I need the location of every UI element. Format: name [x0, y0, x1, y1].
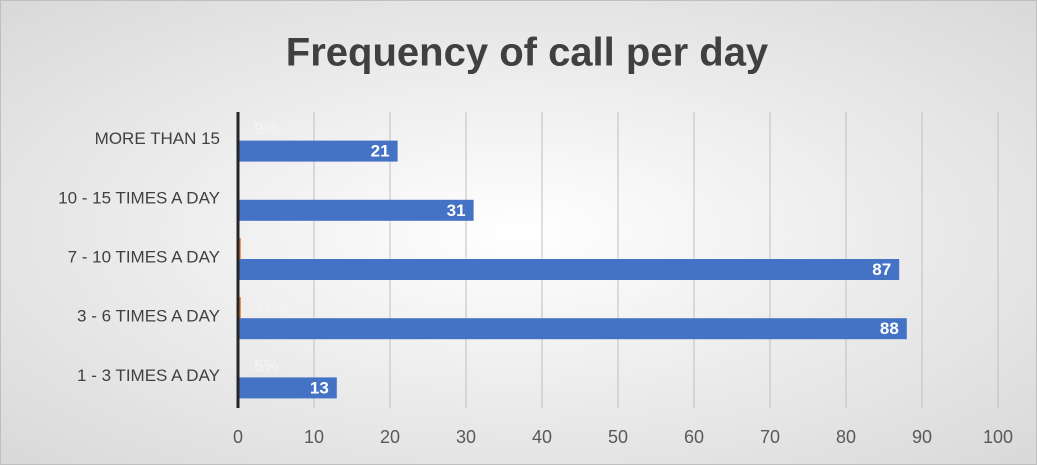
- y-tick-label: 7 - 10 TIMES A DAY: [68, 247, 220, 266]
- x-tick-label: 60: [684, 427, 704, 447]
- data-label: 37%: [254, 297, 288, 316]
- bar: [238, 377, 337, 399]
- x-tick-label: 100: [983, 427, 1013, 447]
- data-label: 13: [310, 378, 329, 397]
- x-tick-label: 0: [233, 427, 243, 447]
- bar: [238, 259, 900, 280]
- data-label: 36%: [254, 238, 288, 257]
- data-label: 87: [872, 260, 891, 279]
- y-tick-label: 10 - 15 TIMES A DAY: [58, 188, 220, 207]
- data-label: 5%: [254, 356, 279, 375]
- data-label: 13%: [254, 179, 288, 198]
- x-tick-label: 40: [532, 427, 552, 447]
- bar: [238, 318, 907, 340]
- x-tick-label: 50: [608, 427, 628, 447]
- y-tick-label: MORE THAN 15: [95, 129, 220, 148]
- data-label: 21: [371, 142, 390, 161]
- data-label: 9%: [254, 120, 279, 139]
- bar: [238, 199, 474, 221]
- x-tick-label: 30: [456, 427, 476, 447]
- chart-title: Frequency of call per day: [286, 31, 769, 75]
- x-tick-label: 70: [760, 427, 780, 447]
- data-label: 31: [447, 201, 466, 220]
- x-tick-label: 20: [380, 427, 400, 447]
- x-tick-label: 90: [912, 427, 932, 447]
- x-tick-label: 80: [836, 427, 856, 447]
- y-tick-label: 1 - 3 TIMES A DAY: [77, 366, 220, 385]
- data-label: 88: [880, 319, 899, 338]
- bar: [238, 140, 398, 162]
- x-tick-label: 10: [304, 427, 324, 447]
- y-tick-label: 3 - 6 TIMES A DAY: [77, 307, 220, 326]
